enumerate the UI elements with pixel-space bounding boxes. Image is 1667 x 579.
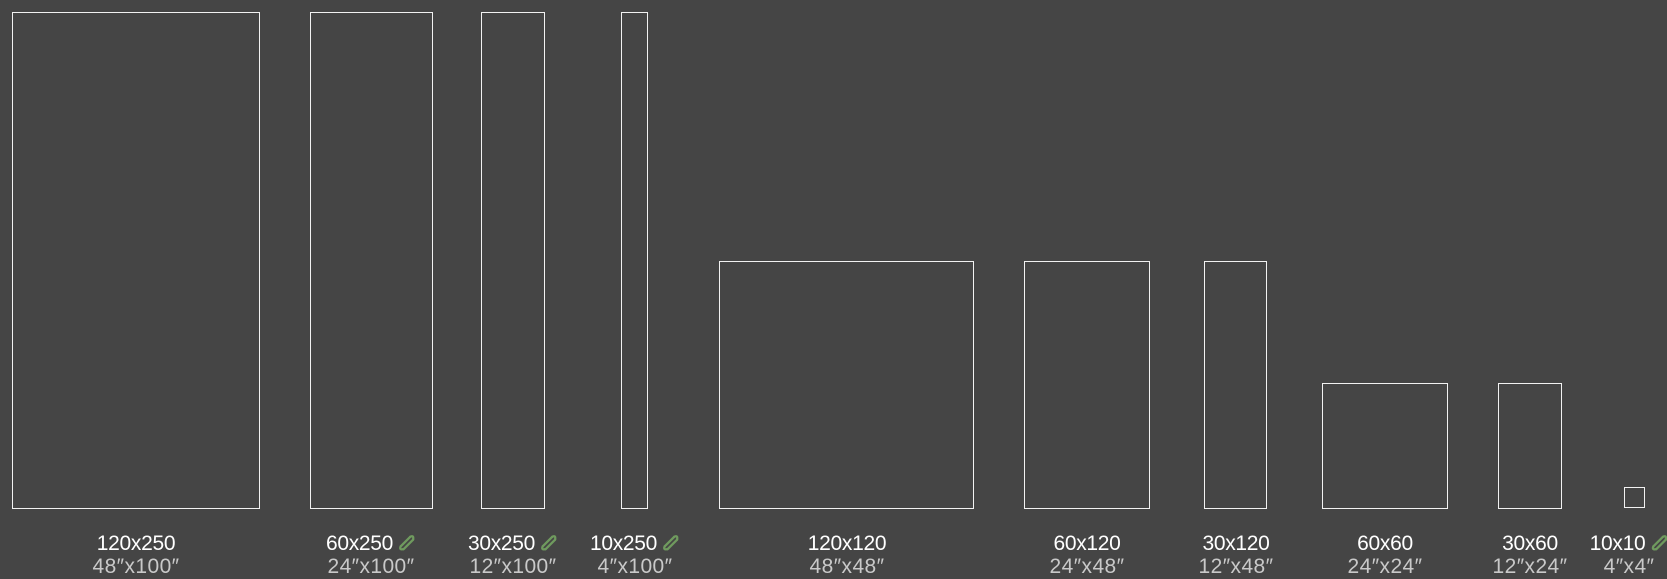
tile-label: 30x120 12″x48″ xyxy=(1199,532,1274,578)
leaf-eco-icon xyxy=(1649,533,1667,552)
tile-30x250 xyxy=(481,12,545,509)
tile-120x250 xyxy=(12,12,260,509)
metric-size: 30x250 xyxy=(467,532,536,555)
tile-label: 10x250 4″x100″ xyxy=(590,532,680,578)
tile-label: 120x250 48″x100″ xyxy=(93,532,180,578)
imperial-size: 48″x48″ xyxy=(809,555,885,578)
metric-size: 60x120 xyxy=(1053,532,1121,555)
tile-60x250 xyxy=(310,12,433,509)
metric-size: 60x60 xyxy=(1357,532,1413,555)
imperial-size: 12″x24″ xyxy=(1492,555,1568,578)
metric-size: 60x250 xyxy=(325,532,394,555)
tile-label: 30x60 12″x24″ xyxy=(1493,532,1568,578)
tile-10x250 xyxy=(621,12,648,509)
tile-120x120 xyxy=(719,261,974,509)
metric-size: 10x250 xyxy=(589,532,658,555)
tile-label: 60x120 24″x48″ xyxy=(1050,532,1125,578)
tile-30x120 xyxy=(1204,261,1267,509)
tile-label: 30x250 12″x100″ xyxy=(468,532,558,578)
tile-label: 60x250 24″x100″ xyxy=(326,532,416,578)
tile-30x60 xyxy=(1498,383,1562,509)
tile-60x120 xyxy=(1024,261,1150,509)
imperial-size: 24″x48″ xyxy=(1049,555,1125,578)
leaf-eco-icon xyxy=(661,533,680,552)
leaf-eco-icon xyxy=(397,533,416,552)
imperial-size: 24″x24″ xyxy=(1347,555,1423,578)
metric-size: 120x250 xyxy=(96,532,176,555)
imperial-size: 4″x4″ xyxy=(1603,555,1655,578)
tile-10x10 xyxy=(1624,487,1645,508)
imperial-size: 12″x48″ xyxy=(1198,555,1274,578)
imperial-size: 4″x100″ xyxy=(597,555,673,578)
leaf-eco-icon xyxy=(539,533,558,552)
imperial-size: 24″x100″ xyxy=(327,555,415,578)
metric-size: 120x120 xyxy=(807,532,887,555)
tile-60x60 xyxy=(1322,383,1448,509)
tile-label: 10x10 4″x4″ xyxy=(1590,532,1667,578)
metric-size: 30x60 xyxy=(1502,532,1558,555)
imperial-size: 12″x100″ xyxy=(469,555,557,578)
tile-label: 120x120 48″x48″ xyxy=(807,532,887,578)
tile-label: 60x60 24″x24″ xyxy=(1348,532,1423,578)
metric-size: 10x10 xyxy=(1589,532,1646,555)
imperial-size: 48″x100″ xyxy=(92,555,180,578)
metric-size: 30x120 xyxy=(1202,532,1270,555)
